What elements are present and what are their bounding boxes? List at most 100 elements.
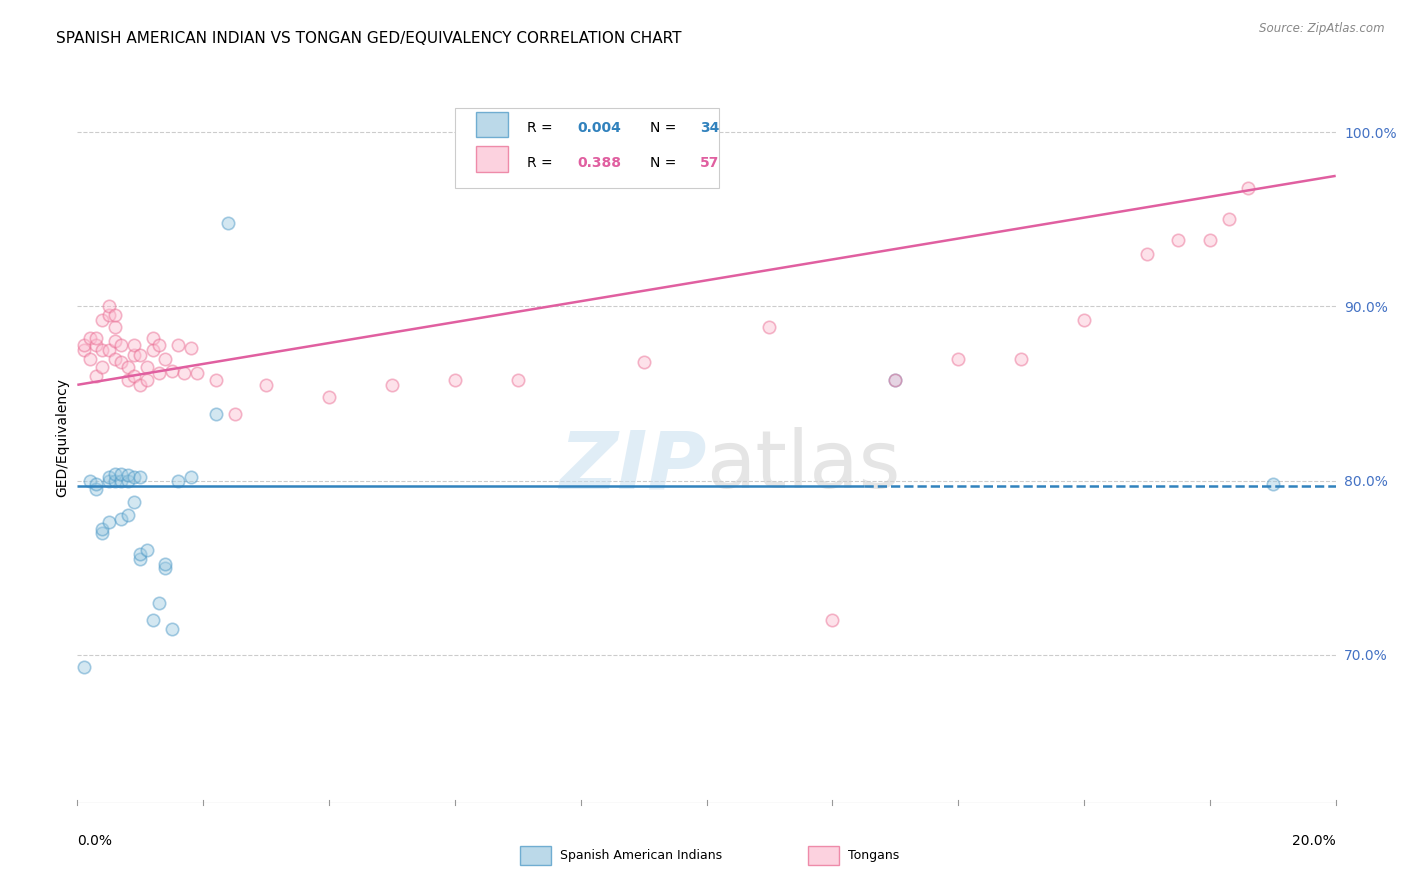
Point xyxy=(122,348,145,362)
Point xyxy=(135,373,157,387)
Point xyxy=(84,331,107,345)
Point xyxy=(97,516,120,530)
Bar xyxy=(477,112,508,137)
Point xyxy=(79,351,101,366)
Point xyxy=(148,338,170,352)
Point xyxy=(884,373,907,387)
Point xyxy=(155,558,177,572)
Point xyxy=(84,369,107,384)
Point xyxy=(104,320,127,334)
Point xyxy=(758,320,780,334)
Point xyxy=(91,343,114,357)
Point xyxy=(97,474,120,488)
Point xyxy=(97,470,120,484)
Point xyxy=(129,377,152,392)
Point xyxy=(1010,351,1032,366)
Point xyxy=(91,360,114,375)
Point xyxy=(1167,233,1189,247)
Y-axis label: GED/Equivalency: GED/Equivalency xyxy=(55,377,69,497)
Point xyxy=(91,525,114,540)
Point xyxy=(104,467,127,481)
Point xyxy=(104,308,127,322)
Point xyxy=(318,390,340,404)
Point xyxy=(84,483,107,497)
Point xyxy=(91,313,114,327)
Point xyxy=(129,547,152,561)
Point xyxy=(129,552,152,566)
Text: 34: 34 xyxy=(700,121,720,136)
Text: 0.0%: 0.0% xyxy=(77,834,112,848)
Point xyxy=(117,373,139,387)
Text: 57: 57 xyxy=(700,156,720,169)
Point xyxy=(173,366,195,380)
Text: Spanish American Indians: Spanish American Indians xyxy=(560,849,721,862)
Text: N =: N = xyxy=(650,121,681,136)
Text: R =: R = xyxy=(527,121,557,136)
Point xyxy=(84,477,107,491)
Point xyxy=(104,334,127,349)
Point xyxy=(186,366,208,380)
Point xyxy=(155,351,177,366)
Point xyxy=(110,474,132,488)
Text: SPANISH AMERICAN INDIAN VS TONGAN GED/EQUIVALENCY CORRELATION CHART: SPANISH AMERICAN INDIAN VS TONGAN GED/EQ… xyxy=(56,31,682,46)
Point xyxy=(104,474,127,488)
Point xyxy=(180,470,202,484)
Text: ZIP: ZIP xyxy=(560,427,707,506)
Point xyxy=(821,613,844,627)
Point xyxy=(948,351,970,366)
Bar xyxy=(477,146,508,171)
Point xyxy=(381,377,404,392)
Text: 0.004: 0.004 xyxy=(576,121,621,136)
Text: 20.0%: 20.0% xyxy=(1292,834,1336,848)
Point xyxy=(104,351,127,366)
Point xyxy=(167,474,190,488)
Point xyxy=(110,512,132,526)
Point xyxy=(506,373,529,387)
Point xyxy=(129,470,152,484)
Point xyxy=(79,331,101,345)
Point xyxy=(135,543,157,558)
Point xyxy=(79,474,101,488)
Point xyxy=(72,343,94,357)
Point xyxy=(160,622,183,636)
Point xyxy=(148,595,170,609)
Point xyxy=(72,338,94,352)
Point xyxy=(142,343,165,357)
Point xyxy=(142,331,165,345)
Point xyxy=(97,343,120,357)
Point xyxy=(884,373,907,387)
Point xyxy=(117,360,139,375)
Point xyxy=(117,508,139,523)
Text: R =: R = xyxy=(527,156,557,169)
Point xyxy=(72,660,94,674)
Point xyxy=(110,338,132,352)
Point xyxy=(97,308,120,322)
Point xyxy=(217,216,239,230)
Point xyxy=(167,338,190,352)
Point xyxy=(1261,477,1284,491)
Point xyxy=(117,474,139,488)
Point xyxy=(204,373,226,387)
Point xyxy=(180,341,202,355)
Point xyxy=(160,364,183,378)
Point xyxy=(122,369,145,384)
Text: Source: ZipAtlas.com: Source: ZipAtlas.com xyxy=(1260,22,1385,36)
Point xyxy=(633,355,655,369)
Point xyxy=(204,408,226,422)
Point xyxy=(1073,313,1095,327)
Point xyxy=(91,522,114,536)
Point xyxy=(110,355,132,369)
Text: atlas: atlas xyxy=(707,427,901,506)
Point xyxy=(1198,233,1220,247)
Point xyxy=(135,360,157,375)
Text: 0.388: 0.388 xyxy=(576,156,621,169)
Point xyxy=(148,366,170,380)
Point xyxy=(97,300,120,314)
Point xyxy=(224,408,246,422)
Point xyxy=(155,560,177,574)
Point xyxy=(122,338,145,352)
Point xyxy=(254,377,277,392)
Point xyxy=(142,613,165,627)
Point xyxy=(1236,181,1258,195)
Point xyxy=(129,348,152,362)
